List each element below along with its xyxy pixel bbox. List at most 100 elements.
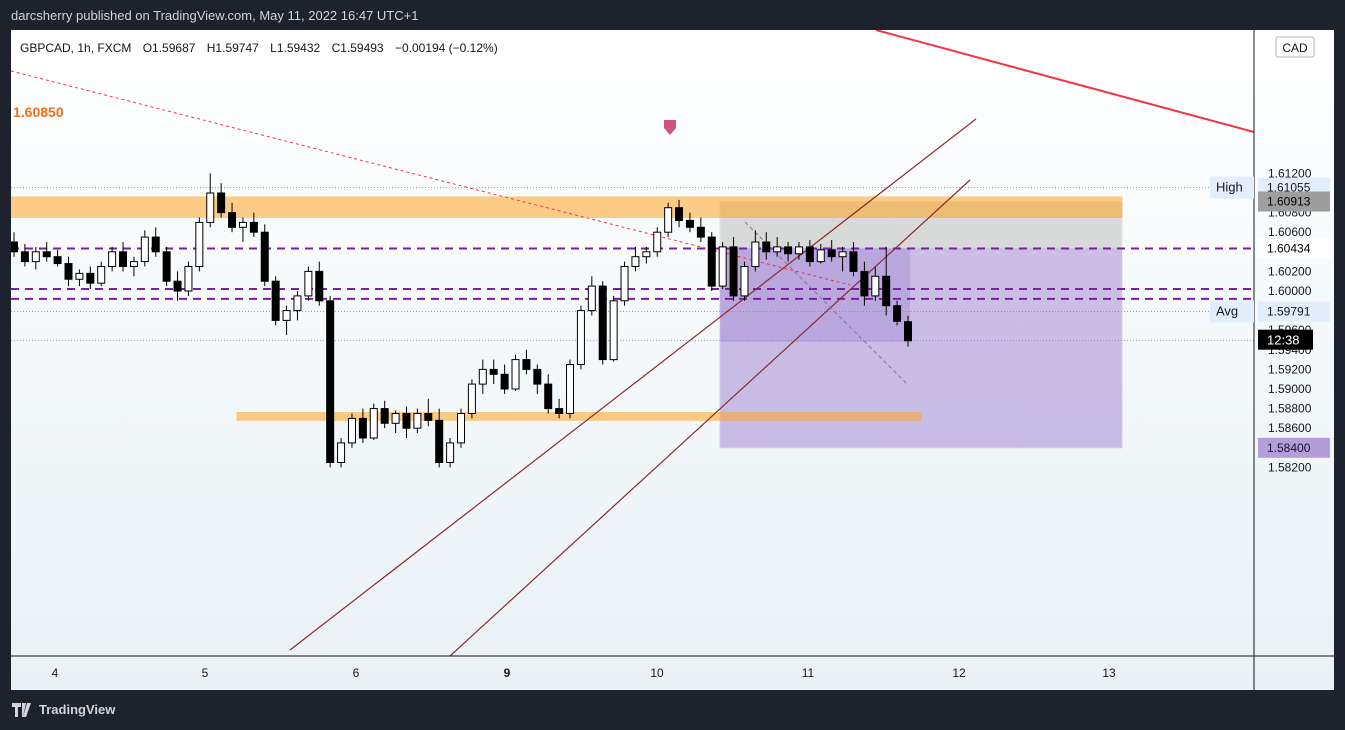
candle[interactable] [457, 408, 465, 448]
currency-label[interactable]: CAD [1275, 36, 1315, 58]
trend-line[interactable] [875, 30, 1254, 133]
candle[interactable] [860, 261, 869, 306]
candle[interactable] [424, 398, 433, 427]
candle[interactable] [326, 295, 335, 468]
candle[interactable] [598, 281, 607, 365]
candle[interactable] [20, 243, 29, 267]
candle[interactable] [42, 242, 51, 262]
candle[interactable] [75, 269, 84, 287]
sell-signal-icon[interactable] [664, 120, 676, 135]
chart-pane[interactable] [11, 30, 1334, 690]
candle[interactable] [467, 379, 476, 419]
avg-tag[interactable]: 1.59791 Avg [1210, 300, 1330, 323]
candle[interactable] [511, 354, 520, 391]
candle[interactable] [849, 242, 858, 277]
candle[interactable] [838, 246, 847, 272]
candle[interactable] [805, 240, 814, 267]
candle[interactable] [315, 261, 324, 306]
candle[interactable] [380, 400, 389, 429]
candle[interactable] [587, 276, 596, 316]
candle[interactable] [402, 406, 411, 438]
candle[interactable] [260, 224, 269, 287]
candle[interactable] [337, 438, 346, 468]
target-tag[interactable]: 1.58400 [1258, 437, 1330, 458]
candle[interactable] [369, 403, 378, 440]
channel-upper-line[interactable] [289, 118, 977, 651]
candle[interactable] [282, 305, 291, 336]
candle[interactable] [489, 359, 498, 385]
candle[interactable] [533, 364, 542, 394]
candle[interactable] [653, 227, 662, 257]
candle[interactable] [609, 295, 618, 362]
candle[interactable] [249, 212, 258, 238]
candle[interactable] [576, 305, 585, 370]
candle[interactable] [893, 300, 902, 326]
projection-line[interactable] [744, 221, 909, 386]
candle[interactable] [729, 237, 738, 301]
resistance-zone[interactable] [11, 196, 1123, 218]
candle[interactable] [206, 173, 215, 228]
candle[interactable] [696, 217, 705, 243]
candle[interactable] [435, 408, 444, 468]
candle[interactable] [522, 349, 531, 375]
candle[interactable] [97, 261, 106, 287]
candle[interactable] [271, 276, 280, 326]
candle[interactable] [882, 246, 891, 316]
candle[interactable] [555, 398, 564, 419]
entry-tag[interactable]: 1.60434 [1258, 238, 1330, 259]
candle[interactable] [11, 232, 18, 257]
candle[interactable] [228, 202, 237, 233]
candle[interactable] [217, 183, 226, 218]
candle[interactable] [784, 242, 793, 262]
candle[interactable] [794, 242, 803, 260]
candle[interactable] [119, 242, 128, 272]
candle[interactable] [827, 240, 836, 262]
countdown-tag[interactable]: 12:38 [1258, 329, 1313, 350]
candle[interactable] [53, 249, 62, 267]
candle[interactable] [871, 266, 880, 301]
candle[interactable] [478, 359, 487, 394]
candle[interactable] [347, 413, 356, 448]
candle[interactable] [238, 217, 247, 243]
candle[interactable] [391, 410, 400, 434]
candle[interactable] [108, 246, 117, 272]
candle[interactable] [358, 408, 367, 443]
candle[interactable] [642, 246, 651, 264]
tradingview-logo[interactable]: TradingView [12, 702, 115, 717]
candle[interactable] [64, 256, 73, 287]
time-tick-label: 6 [353, 666, 360, 680]
candle[interactable] [293, 291, 302, 321]
candle[interactable] [31, 246, 40, 270]
candle[interactable] [751, 230, 760, 272]
candle[interactable] [816, 243, 825, 264]
stop-tag[interactable]: 1.60913 [1258, 191, 1330, 212]
candle[interactable] [685, 212, 694, 233]
candle[interactable] [904, 315, 912, 347]
candle[interactable] [718, 242, 727, 290]
candle[interactable] [773, 237, 782, 257]
candle[interactable] [162, 246, 171, 287]
candle[interactable] [140, 230, 149, 267]
candle[interactable] [620, 261, 629, 306]
candle[interactable] [184, 261, 193, 296]
candle[interactable] [707, 232, 716, 291]
candle[interactable] [446, 438, 455, 468]
channel-lower-line[interactable] [449, 179, 971, 656]
candle[interactable] [675, 199, 684, 228]
candle[interactable] [304, 266, 313, 301]
support-zone[interactable] [236, 412, 922, 421]
candle[interactable] [151, 227, 160, 257]
candle[interactable] [500, 364, 509, 394]
candle[interactable] [740, 261, 749, 301]
candle[interactable] [664, 202, 673, 238]
candle[interactable] [544, 374, 553, 414]
candle[interactable] [86, 266, 95, 290]
candle[interactable] [762, 232, 771, 260]
candle[interactable] [173, 271, 182, 301]
candle[interactable] [566, 359, 575, 419]
candle[interactable] [631, 246, 640, 272]
candle[interactable] [195, 217, 204, 272]
candle[interactable] [413, 408, 422, 434]
candle[interactable] [129, 256, 138, 277]
